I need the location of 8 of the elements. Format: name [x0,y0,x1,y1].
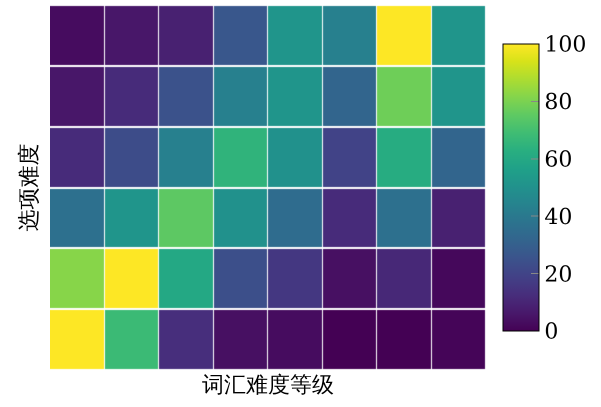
color-bar-label: 60 [544,148,572,172]
x-axis-title: 词汇难度等级 [202,372,334,398]
color-bar-label: 80 [544,90,572,116]
color-bar-label: 20 [544,262,572,288]
color-bar-label: 40 [544,204,572,230]
color-bar-label: 0 [544,320,558,345]
color-bar-label: 100 [544,32,586,58]
y-axis-title: 选项难度 [16,144,42,232]
